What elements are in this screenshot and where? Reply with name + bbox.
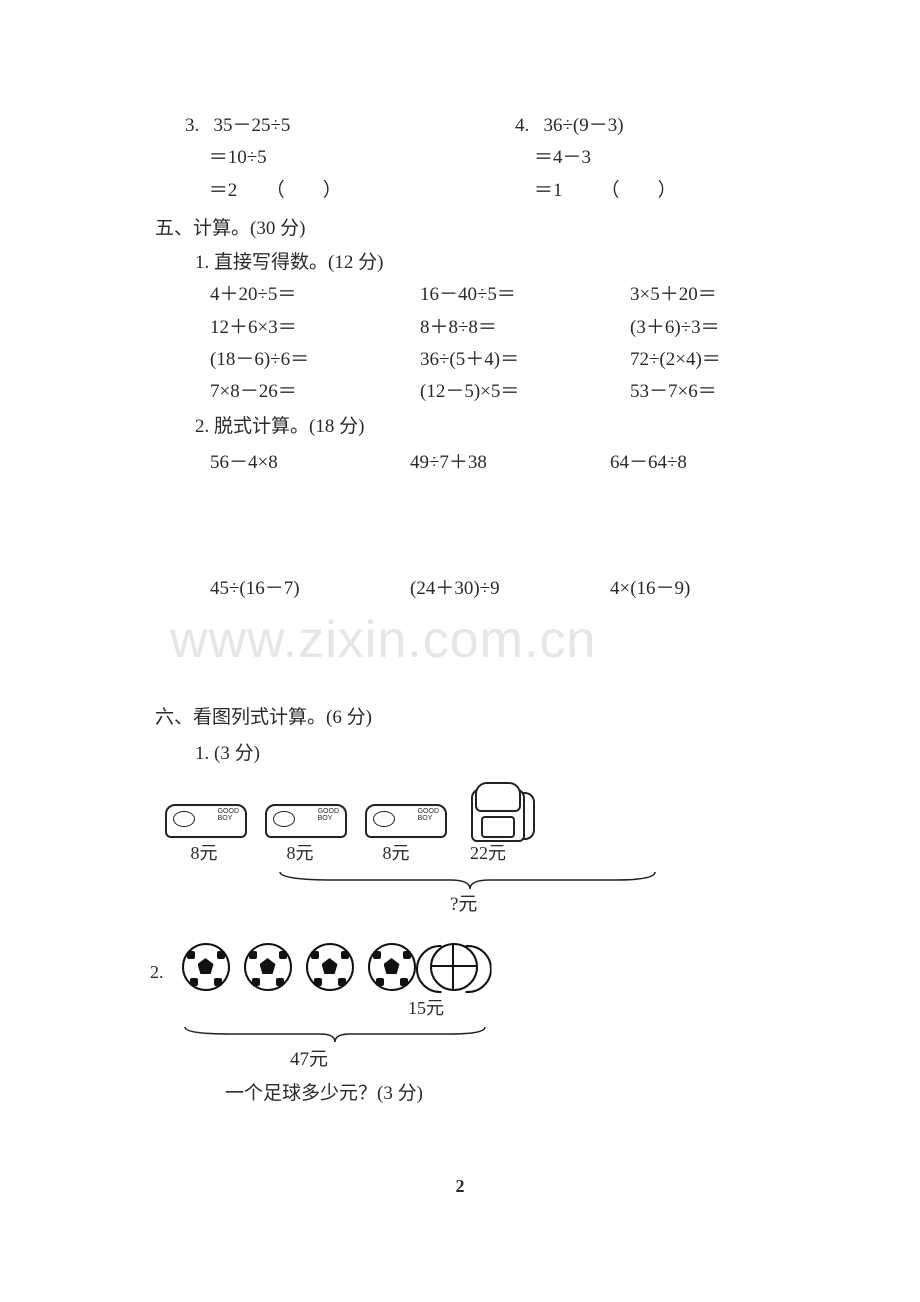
- q1-items-row: GOODBOY GOODBOY GOODBOY: [80, 776, 840, 838]
- mental-cell: 12＋6×3＝: [210, 312, 410, 344]
- q2-items-row: 2.: [80, 943, 840, 991]
- problem-3-num: 3.: [185, 115, 199, 136]
- soccer-ball-icon: [182, 943, 230, 991]
- mental-cell: 16－40÷5＝: [420, 279, 620, 311]
- step-cell: (24＋30)÷9: [410, 573, 610, 605]
- step-cell: 4×(16－9): [610, 573, 790, 605]
- mental-cell: 3×5＋20＝: [630, 279, 830, 311]
- workspace-a: [80, 479, 840, 569]
- mental-cell: (12－5)×5＝: [420, 376, 620, 408]
- pc-label-top: GOOD: [318, 808, 339, 815]
- q2-num: 2.: [150, 957, 164, 988]
- section-5-sub2: 2. 脱式计算。(18 分): [80, 411, 840, 443]
- pencil-case-icon: GOODBOY: [265, 804, 347, 838]
- price-label: 8元: [165, 838, 243, 869]
- pc-label-bot: BOY: [218, 815, 233, 822]
- pencil-case-icon: GOODBOY: [365, 804, 447, 838]
- q2-question: 一个足球多少元？(3 分): [80, 1078, 840, 1110]
- problem-4-line1: 36÷(9－3): [544, 115, 624, 136]
- p4-paren: （ ）: [601, 180, 677, 201]
- q1-num: 1. (3 分): [80, 738, 840, 770]
- mental-cell: (18－6)÷6＝: [210, 344, 410, 376]
- problems-3-4-row: 3. 35－25÷5 4. 36÷(9－3): [80, 110, 840, 142]
- backpack-icon: [465, 776, 535, 842]
- pc-label-bot: BOY: [418, 815, 433, 822]
- problems-3-4-line2: 3. ＝10÷5 4. ＝4－3: [80, 142, 840, 174]
- pencil-case-icon: GOODBOY: [165, 804, 247, 838]
- problems-3-4-line3: 3. ＝2 （ ） 4. ＝1 （ ）: [80, 175, 840, 207]
- step-cell: 49÷7＋38: [410, 447, 610, 479]
- step-cell: 64－64÷8: [610, 447, 790, 479]
- pc-label-bot: BOY: [318, 815, 333, 822]
- price-label: 22元: [453, 838, 523, 869]
- q1-price-row: 8元 8元 8元 22元: [80, 838, 840, 869]
- basketball-icon: [430, 943, 478, 991]
- p4-line2: ＝4－3: [534, 147, 591, 168]
- mental-cell: 4＋20÷5＝: [210, 279, 410, 311]
- mental-cell: 72÷(2×4)＝: [630, 344, 830, 376]
- p3-line2: ＝10÷5: [209, 147, 267, 168]
- mental-cell: 8＋8÷8＝: [420, 312, 620, 344]
- problem-4-num: 4.: [515, 115, 529, 136]
- page-number: 2: [0, 1176, 920, 1197]
- problem-4: 4. 36÷(9－3): [515, 110, 624, 142]
- p3-line3: ＝2: [209, 180, 238, 201]
- step-cell: 45÷(16－7): [210, 573, 410, 605]
- problem-3: 3. 35－25÷5: [185, 110, 515, 142]
- mental-cell: (3＋6)÷3＝: [630, 312, 830, 344]
- price-label: 8元: [357, 838, 435, 869]
- price-label: 8元: [261, 838, 339, 869]
- p4-line3: ＝1: [534, 180, 563, 201]
- step-cell: 56－4×8: [210, 447, 410, 479]
- mental-cell: 7×8－26＝: [210, 376, 410, 408]
- soccer-ball-icon: [244, 943, 292, 991]
- step-grid-a: 56－4×8 49÷7＋38 64－64÷8: [80, 447, 840, 479]
- problem-3-line1: 35－25÷5: [214, 115, 291, 136]
- pc-label-top: GOOD: [218, 808, 239, 815]
- page: 3. 35－25÷5 4. 36÷(9－3) 3. ＝10÷5 4. ＝4－3 …: [0, 0, 920, 1110]
- soccer-ball-icon: [306, 943, 354, 991]
- workspace-b: [80, 606, 840, 696]
- mental-cell: 53－7×6＝: [630, 376, 830, 408]
- section-6-title: 六、看图列式计算。(6 分): [80, 702, 840, 734]
- p3-paren: （ ）: [266, 180, 342, 201]
- mental-grid: 4＋20÷5＝ 16－40÷5＝ 3×5＋20＝ 12＋6×3＝ 8＋8÷8＝ …: [80, 279, 840, 408]
- mental-cell: 36÷(5＋4)＝: [420, 344, 620, 376]
- q1-brace-label: ?元: [80, 889, 840, 921]
- step-grid-b: 45÷(16－7) (24＋30)÷9 4×(16－9): [80, 573, 840, 605]
- section-5-sub1: 1. 直接写得数。(12 分): [80, 247, 840, 279]
- q2-bb-price: 15元: [80, 993, 840, 1024]
- pc-label-top: GOOD: [418, 808, 439, 815]
- brace-icon: [180, 1024, 500, 1046]
- q2-brace-label: 47元: [80, 1044, 840, 1076]
- soccer-ball-icon: [368, 943, 416, 991]
- section-5-title: 五、计算。(30 分): [80, 213, 840, 245]
